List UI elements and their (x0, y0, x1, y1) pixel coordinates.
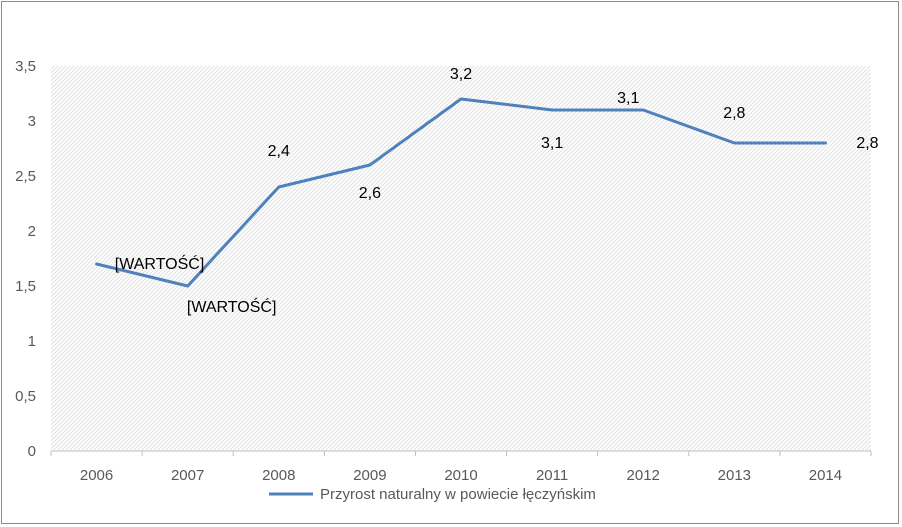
x-tick-label: 2010 (444, 467, 477, 484)
x-axis: 2006 2007 2008 2009 2010 2011 2012 2013 2014 (50, 450, 872, 484)
data-label: 3,1 (617, 90, 639, 107)
data-label: 2,8 (723, 105, 745, 122)
legend-label: Przyrost naturalny w powiecie łęczyńskim (320, 486, 596, 503)
x-tick-label: 2013 (718, 467, 751, 484)
data-label: 3,1 (541, 135, 563, 152)
data-label: [WARTOŚĆ] (187, 297, 277, 316)
data-label: [WARTOŚĆ] (115, 254, 205, 273)
y-tick-label: 0 (28, 443, 36, 460)
data-label: 2,4 (268, 143, 290, 160)
x-tick-label: 2012 (627, 467, 660, 484)
y-tick-label: 1 (28, 333, 36, 350)
data-label: 2,6 (359, 185, 381, 202)
series-line (95, 97, 827, 288)
y-tick-label: 3 (28, 113, 36, 130)
plot-area (51, 66, 871, 451)
x-tick-label: 2014 (809, 467, 842, 484)
y-tick-label: 2,5 (15, 168, 36, 185)
x-tick-label: 2009 (353, 467, 386, 484)
y-tick-label: 0,5 (15, 388, 36, 405)
data-label: 2,8 (856, 135, 878, 152)
y-tick-label: 3,5 (15, 58, 36, 75)
data-labels: [WARTOŚĆ] [WARTOŚĆ] 2,4 2,6 3,2 3,1 3,1 2,8 2,8 (115, 66, 879, 316)
legend: Przyrost naturalny w powiecie łęczyńskim (269, 486, 596, 503)
x-tick-label: 2006 (80, 467, 113, 484)
data-label: 3,2 (450, 66, 472, 83)
x-tick-label: 2007 (171, 467, 204, 484)
series-layer (95, 97, 827, 288)
x-tick-label: 2008 (262, 467, 295, 484)
y-tick-label: 1,5 (15, 278, 36, 295)
x-tick-label: 2011 (536, 467, 568, 484)
y-axis: 0 0,5 1 1,5 2 2,5 3 3,5 (15, 58, 36, 460)
y-tick-label: 2 (28, 223, 36, 240)
